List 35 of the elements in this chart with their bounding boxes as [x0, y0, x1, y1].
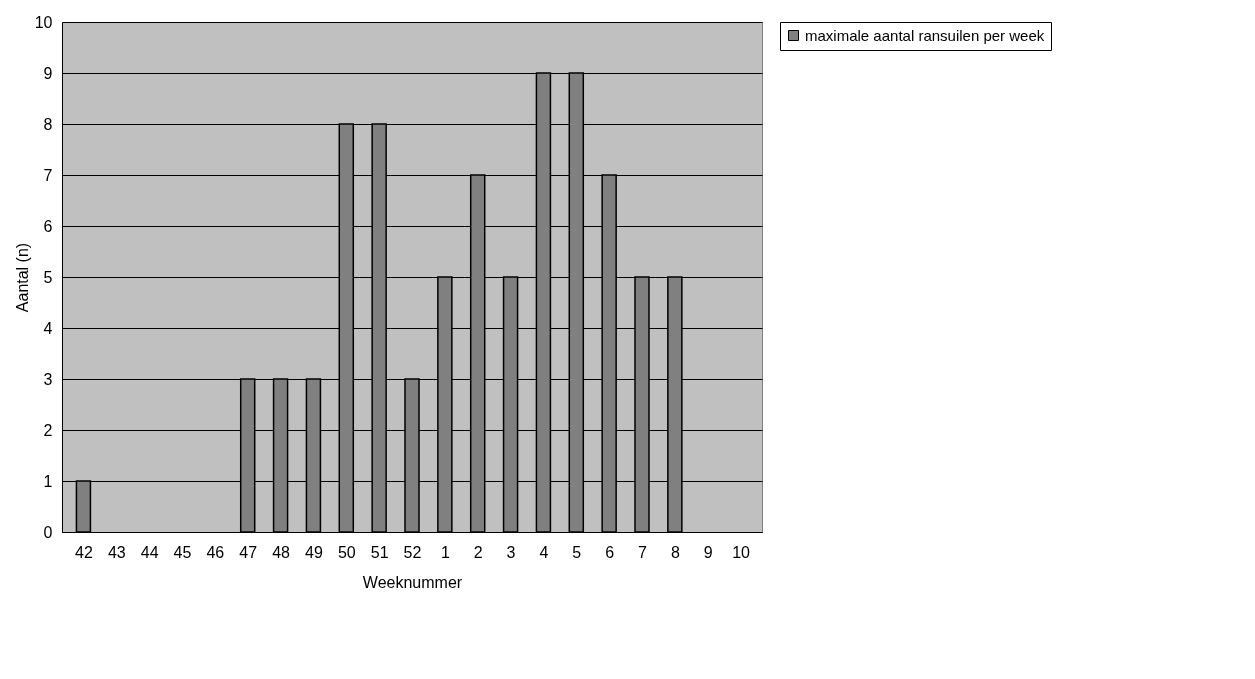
x-tick-label: 43: [107, 543, 126, 561]
x-tick-label: 7: [638, 543, 648, 561]
x-tick-label: 47: [239, 543, 258, 561]
x-tick-label: 4: [539, 543, 549, 561]
x-tick-label: 42: [75, 543, 93, 561]
y-tick-label: 4: [43, 319, 53, 337]
x-tick-label: 5: [572, 543, 582, 561]
y-tick-label: 10: [34, 13, 53, 31]
x-tick-label: 10: [732, 543, 751, 561]
x-tick-label: 8: [670, 543, 680, 561]
x-tick-label: 1: [440, 543, 450, 561]
y-tick-label: 5: [43, 268, 53, 286]
x-tick-label: 44: [140, 543, 159, 561]
x-tick-label: 48: [272, 543, 291, 561]
x-tick-label: 3: [506, 543, 516, 561]
x-tick-label: 2: [473, 543, 483, 561]
x-tick-label: 46: [206, 543, 225, 561]
x-tick-label: 45: [173, 543, 192, 561]
x-tick-label: 50: [337, 543, 356, 561]
y-tick-label: 2: [43, 421, 53, 439]
x-tick-label: 9: [703, 543, 713, 561]
y-tick-label: 7: [43, 166, 53, 184]
x-tick-label: 51: [370, 543, 389, 561]
x-tick-label: 52: [403, 543, 422, 561]
y-tick-label: 1: [43, 472, 53, 490]
y-tick-label: 9: [43, 64, 53, 82]
x-axis-title: Weeknummer: [362, 573, 463, 591]
legend-label: maximale aantal ransuilen per week: [805, 26, 1045, 44]
y-tick-label: 3: [43, 370, 53, 388]
y-tick-label: 8: [43, 115, 53, 133]
x-tick-label: 6: [605, 543, 615, 561]
x-tick-label: 49: [305, 543, 323, 561]
y-tick-label: 6: [43, 217, 53, 235]
y-tick-label: 0: [43, 523, 53, 541]
y-axis-title: Aantal (n): [13, 242, 31, 313]
